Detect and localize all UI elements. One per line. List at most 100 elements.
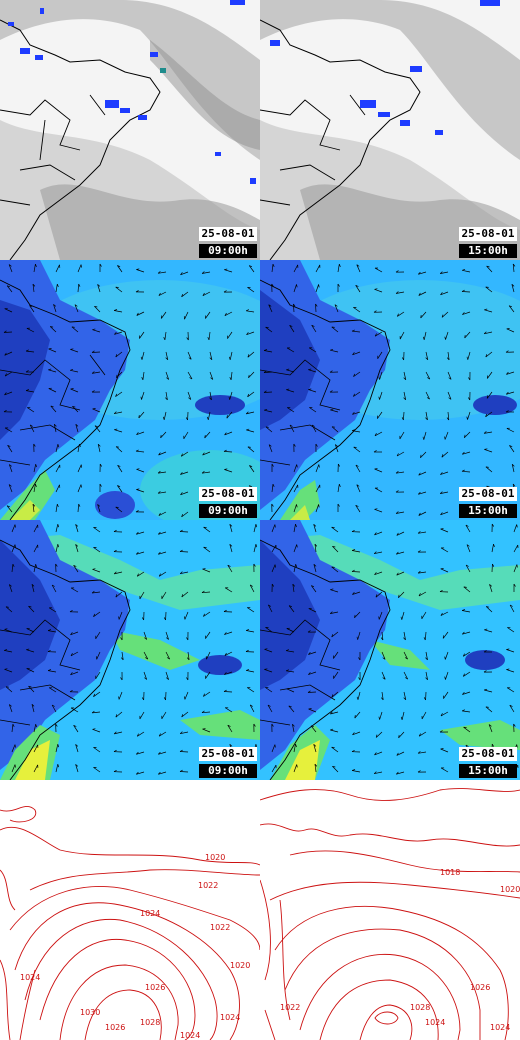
wind-arrow <box>179 531 189 533</box>
wind-arrow <box>418 471 427 476</box>
wind-arrow <box>159 731 167 737</box>
wind-arrow-head <box>330 711 333 715</box>
wind-arrow-head <box>268 604 272 607</box>
wind-arrow-head <box>513 583 516 587</box>
wind-arrow-head <box>117 464 121 467</box>
wind-arrow-head <box>158 452 161 456</box>
wind-arrow <box>378 611 383 620</box>
wind-arrow <box>158 291 167 296</box>
wind-arrow-head <box>209 397 212 401</box>
wind-arrow-head <box>113 529 117 533</box>
wind-arrow-head <box>512 263 516 267</box>
wind-arrow <box>445 331 449 340</box>
wind-arrow <box>187 391 192 400</box>
wind-arrow <box>205 631 211 639</box>
wind-arrow-head <box>165 397 168 401</box>
wind-arrow <box>53 424 57 433</box>
wind-arrow-head <box>136 733 139 737</box>
wind-arrow-head <box>295 564 298 568</box>
wind-arrow-head <box>509 604 513 607</box>
wind-arrow <box>92 568 101 573</box>
wind-arrow <box>506 669 515 673</box>
wind-arrow-head <box>115 714 118 718</box>
wind-arrow-head <box>54 423 57 427</box>
wind-arrow <box>118 691 123 700</box>
wind-arrow-head <box>331 694 334 698</box>
wind-arrow-head <box>136 432 139 435</box>
wind-arrow <box>29 424 35 433</box>
wind-arrow-head <box>120 677 123 681</box>
wind-arrow <box>401 611 405 620</box>
wind-arrow-head <box>318 284 320 288</box>
wind-arrow <box>96 651 101 660</box>
wind-arrow <box>425 371 431 380</box>
wind-arrow <box>143 651 149 660</box>
wind-arrow-head <box>229 377 232 381</box>
wind-arrow-head <box>337 283 340 287</box>
wind-arrow-head <box>28 685 32 688</box>
wind-arrow-head <box>162 416 165 420</box>
wind-arrow <box>48 348 57 353</box>
wind-arrow-head <box>74 304 78 307</box>
wind-arrow-head <box>158 733 161 737</box>
wind-arrow <box>440 291 449 296</box>
wind-arrow <box>464 331 471 339</box>
wind-arrow <box>164 331 167 340</box>
wind-arrow-head <box>35 724 37 728</box>
wind-arrow-head <box>246 332 249 335</box>
wind-arrow-head <box>509 445 513 448</box>
wind-arrow <box>143 631 148 640</box>
wind-arrow <box>70 707 79 713</box>
wind-arrow <box>512 263 515 273</box>
wind-arrow-head <box>186 657 190 661</box>
wind-arrow-head <box>57 764 60 768</box>
wind-arrow-head <box>462 451 465 455</box>
wind-arrow <box>315 484 321 493</box>
wind-arrow-head <box>486 265 490 268</box>
wind-arrow <box>271 524 276 533</box>
wind-arrow-head <box>165 357 169 361</box>
wind-arrow <box>115 446 123 453</box>
wind-arrow <box>330 611 339 614</box>
wind-arrow <box>331 631 339 638</box>
wind-arrow <box>247 607 255 613</box>
wind-arrow <box>398 731 405 739</box>
wind-arrow <box>183 431 189 439</box>
wind-vectors <box>3 263 255 518</box>
wind-arrow <box>26 390 35 393</box>
wind-arrow-head <box>186 677 189 681</box>
wind-arrow-head <box>94 425 98 428</box>
wind-arrow <box>396 751 405 756</box>
wind-arrow <box>419 731 427 737</box>
wind-arrow <box>311 325 317 333</box>
wind-arrow-head <box>202 728 206 730</box>
wind-arrow <box>440 491 449 494</box>
wind-arrow <box>374 487 383 493</box>
wind-arrow-head <box>245 411 249 415</box>
wind-arrow <box>4 668 13 673</box>
wind-arrow <box>181 451 189 457</box>
wind-arrow <box>485 411 493 418</box>
wind-arrow-head <box>417 570 421 574</box>
wind-arrow-head <box>210 377 214 380</box>
wind-arrow <box>97 284 101 293</box>
wind-arrow <box>331 566 339 573</box>
wind-arrow-head <box>113 549 117 553</box>
wind-arrow <box>286 389 295 393</box>
wind-arrow <box>445 671 449 680</box>
wind-arrow <box>28 605 35 613</box>
wind-arrow <box>136 468 145 473</box>
wind-arrow <box>485 706 493 713</box>
wind-arrow <box>314 764 317 773</box>
wind-arrow <box>403 651 408 660</box>
wind-arrow <box>403 411 405 421</box>
wind-arrow <box>181 711 189 718</box>
wind-arrow-head <box>226 415 228 419</box>
wind-arrow <box>511 464 515 473</box>
wind-arrow <box>332 766 339 773</box>
wind-arrow-head <box>136 488 140 490</box>
wind-arrow <box>4 650 13 653</box>
wind-arrow <box>374 571 383 576</box>
wind-arrow-head <box>491 743 495 747</box>
wind-arrow <box>286 369 295 373</box>
